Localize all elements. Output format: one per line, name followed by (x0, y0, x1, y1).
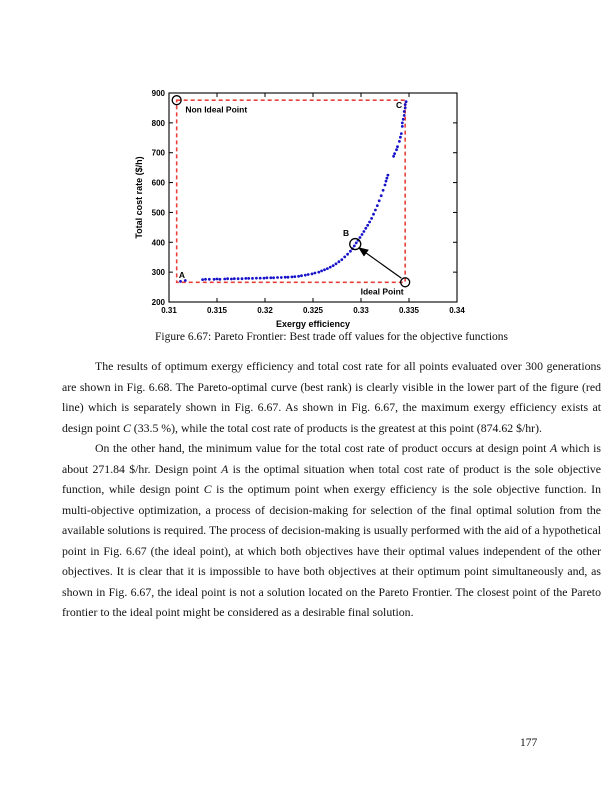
point-c-label: C (396, 100, 402, 110)
plot-box (168, 92, 458, 303)
x-tick-label: 0.325 (303, 306, 324, 315)
body-paragraph: The results of optimum exergy efficiency… (62, 356, 601, 438)
y-tick-label: 700 (152, 149, 166, 158)
x-tick-label: 0.31 (161, 306, 177, 315)
y-tick-label: 800 (152, 119, 166, 128)
point-b-label: B (343, 228, 349, 238)
text-segment: is the optimum point when exergy efficie… (62, 482, 601, 619)
ideal-marker-icon (400, 277, 411, 288)
text-segment: is the optimal situation when total cost… (62, 461, 602, 497)
x-tick-label: 0.335 (399, 306, 420, 315)
ideal-to-b-arrow (358, 247, 402, 279)
text-segment: A (549, 441, 558, 455)
text-segment: The results of optimum exergy efficiency… (62, 359, 601, 435)
text-segment: C (122, 420, 131, 435)
text-segment: A (221, 461, 229, 476)
y-tick-label: 300 (152, 268, 166, 277)
ideal-label: Ideal Point (361, 286, 404, 296)
text-segment: (33.5 %), while the total cost rate of p… (130, 420, 542, 435)
x-axis-title: Exergy efficiency (276, 319, 350, 329)
point-a-label: A (179, 270, 185, 280)
non-ideal-label: Non Ideal Point (185, 104, 247, 114)
body-text: The results of optimum exergy efficiency… (62, 356, 601, 623)
x-tick-label: 0.33 (353, 306, 369, 315)
x-tick-label: 0.315 (207, 306, 228, 315)
page-number: 177 (520, 737, 538, 749)
x-tick-label: 0.34 (449, 306, 465, 315)
text-segment: On the other hand, the minimum value for… (95, 441, 550, 455)
y-tick-label: 400 (152, 238, 166, 247)
y-tick-label: 500 (152, 208, 166, 217)
y-axis-title: Total cost rate ($/h) (134, 156, 144, 238)
y-tick-label: 600 (152, 179, 166, 188)
y-tick-label: 200 (152, 298, 166, 307)
ideal-rect-dashed (175, 99, 406, 284)
body-paragraph: On the other hand, the minimum value for… (62, 438, 601, 623)
non-ideal-marker-icon (171, 95, 182, 106)
text-segment: C (203, 482, 212, 496)
point-b-marker-icon (349, 237, 362, 251)
figure-caption: Figure 6.67: Pareto Frontier: Best trade… (154, 331, 508, 343)
pareto-chart-svg: 0.31 0.315 0.32 0.325 0.33 0.335 0.34 200 300 400… (134, 89, 465, 329)
pareto-chart: 0.31 0.315 0.32 0.325 0.33 0.335 0.34 200 300 400… (132, 80, 482, 338)
x-tick-label: 0.32 (257, 306, 273, 315)
y-tick-label: 900 (152, 89, 166, 98)
scatter-points (179, 100, 408, 283)
text-segment: which is about 271.84 $/hr. Design point (62, 441, 601, 476)
